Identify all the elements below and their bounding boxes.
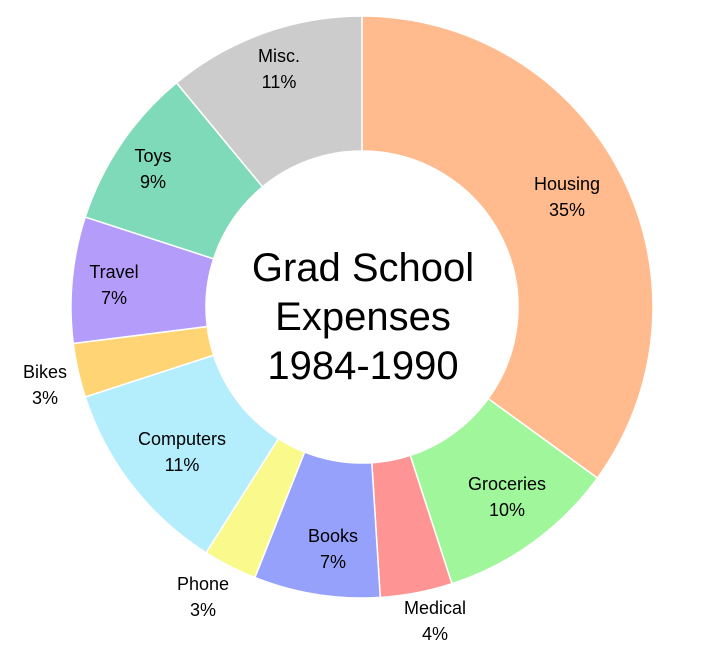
slice-label-misc: Misc.: [258, 46, 300, 66]
slice-label-toys: Toys: [134, 146, 171, 166]
center-title: Grad School Expenses 1984-1990: [252, 246, 474, 388]
center-title-line-2: Expenses: [275, 295, 451, 339]
slice-pct-travel: 7%: [101, 288, 127, 308]
slice-label-computers: Computers: [138, 429, 226, 449]
slice-pct-toys: 9%: [140, 172, 166, 192]
slice-label-travel: Travel: [89, 262, 138, 282]
slice-pct-groceries: 10%: [489, 500, 525, 520]
slice-pct-phone: 3%: [190, 600, 216, 620]
slice-pct-bikes: 3%: [32, 388, 58, 408]
center-title-line-3: 1984-1990: [267, 344, 458, 388]
slice-misc: [175, 15, 363, 188]
labels-group: Housing 35% Groceries 10% Medical 4% Books 7% Ph…: [23, 46, 600, 644]
slice-label-medical: Medical: [404, 598, 466, 618]
slice-pct-books: 7%: [320, 552, 346, 572]
slice-label-housing: Housing: [534, 174, 600, 194]
slice-housing: [361, 15, 654, 480]
center-title-line-1: Grad School: [252, 246, 474, 290]
slice-pct-computers: 11%: [165, 455, 200, 475]
slice-label-groceries: Groceries: [468, 474, 546, 494]
slices-group: [70, 15, 654, 599]
slice-label-bikes: Bikes: [23, 362, 67, 382]
slice-pct-housing: 35%: [549, 200, 585, 220]
slice-label-phone: Phone: [177, 574, 229, 594]
slice-pct-misc: 11%: [262, 72, 297, 92]
slice-pct-medical: 4%: [422, 624, 448, 644]
slice-label-books: Books: [308, 526, 358, 546]
